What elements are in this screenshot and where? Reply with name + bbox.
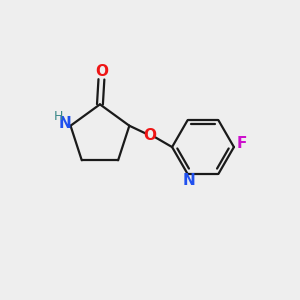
Text: O: O bbox=[95, 64, 108, 80]
Text: F: F bbox=[237, 136, 247, 151]
Text: N: N bbox=[183, 173, 195, 188]
Text: O: O bbox=[143, 128, 157, 142]
Text: H: H bbox=[54, 110, 64, 122]
Text: N: N bbox=[59, 116, 72, 131]
